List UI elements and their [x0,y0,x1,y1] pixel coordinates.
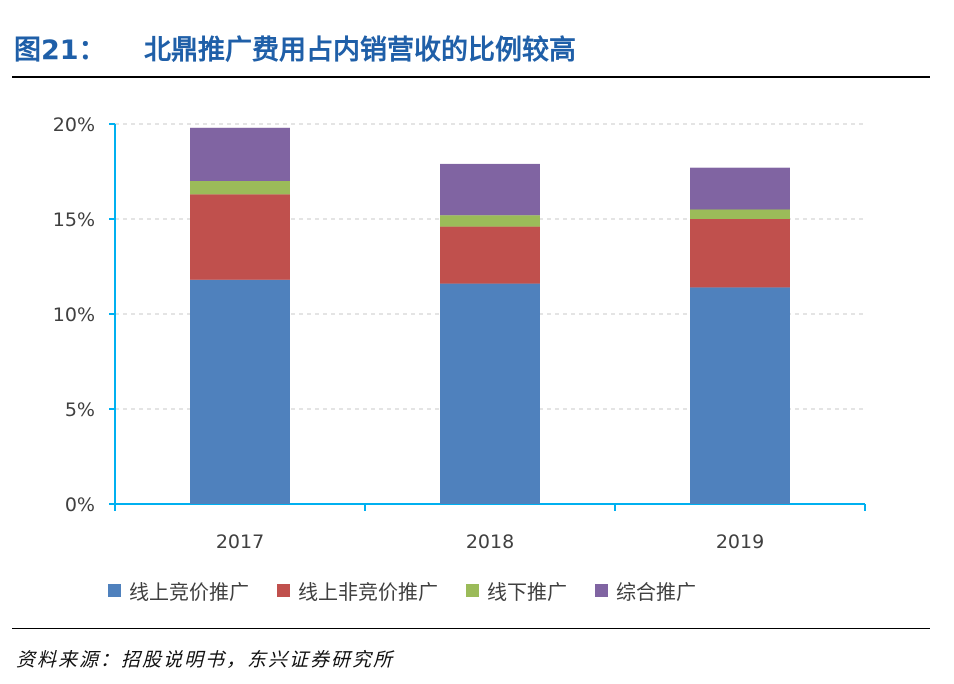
bottom-divider [12,628,930,629]
legend-label: 线上竞价推广 [129,580,249,604]
bar-segment [690,209,790,219]
y-tick-label: 0% [65,494,95,516]
x-tick-label: 2019 [716,531,764,553]
legend-label: 综合推广 [616,580,696,604]
bar-segment [690,167,790,210]
legend-item: 线上竞价推广 [108,576,249,605]
bar-segment [690,219,790,288]
bar-segment [440,283,540,504]
legend-label: 线上非竞价推广 [298,580,438,604]
bar-segment [190,181,290,195]
x-tick-label: 2018 [466,531,514,553]
legend-swatch [277,584,290,597]
y-tick-label: 20% [53,114,95,136]
legend-item: 线下推广 [466,576,567,605]
legend-swatch [595,584,608,597]
legend: 线上竞价推广 线上非竞价推广 线下推广 综合推广 [108,576,724,605]
bar-segment [190,127,290,181]
legend-label: 线下推广 [487,580,567,604]
bar-segment [440,163,540,216]
legend-swatch [108,584,121,597]
bar-segment [690,287,790,504]
legend-swatch [466,584,479,597]
bar-segment [190,279,290,504]
y-tick-label: 5% [65,399,95,421]
x-tick-label: 2017 [216,531,264,553]
source-note: 资料来源：招股说明书，东兴证券研究所 [16,649,395,671]
legend-item: 线上非竞价推广 [277,576,438,605]
legend-item: 综合推广 [595,576,696,605]
bar-segment [440,226,540,284]
bar-segment [190,194,290,280]
bar-segment [440,215,540,227]
y-tick-label: 15% [53,209,95,231]
y-tick-label: 10% [53,304,95,326]
top-divider [12,76,930,78]
chart-title: 图21： 北鼎推广费用占内销营收的比例较高 [14,35,576,66]
